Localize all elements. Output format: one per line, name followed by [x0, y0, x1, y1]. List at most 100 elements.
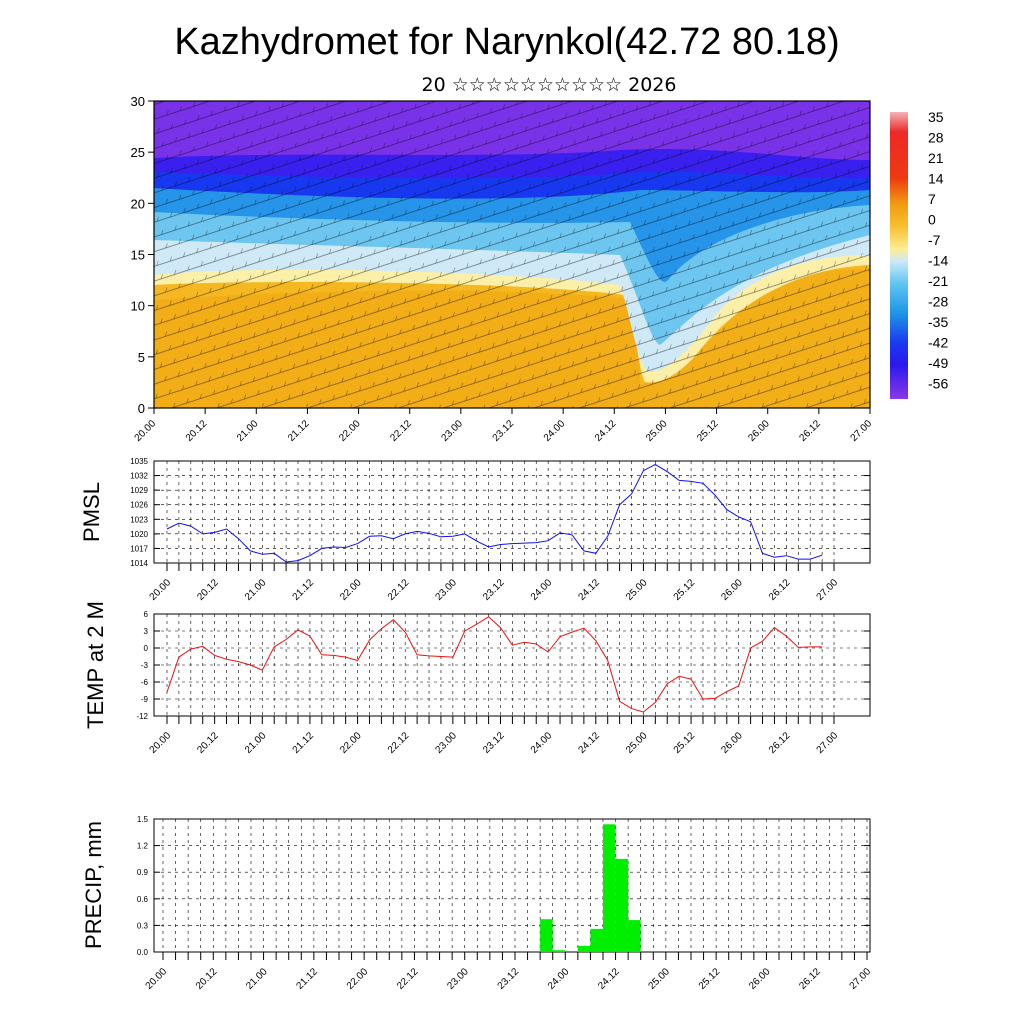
precip-axes: 0.0 0.3 0.6 0.9 1.2 1.5 20.00 20.12 21.00 21.12 22…	[137, 815, 874, 992]
y-tick-label: 3	[144, 627, 149, 636]
x-tick-label: 22.12	[386, 730, 412, 756]
temp-panel: -12 -9 -6 -3 0 3 6 20.00 20.12 21.00 21.12 22.00 22.…	[83, 601, 871, 756]
colorbar: 35 28 21 14 7 0 -7 -14 -21 -28 -35 -42 -49 -56	[890, 109, 948, 399]
colorbar-label: -56	[928, 376, 948, 392]
precip-frame	[153, 818, 871, 953]
y-tick-label: 0	[138, 401, 145, 416]
x-tick-label: 24.12	[596, 966, 622, 992]
y-tick-label: 1032	[130, 472, 148, 481]
colorbar-label: 7	[928, 191, 936, 207]
x-tick-label: 20.12	[184, 418, 210, 444]
y-tick-label: 1023	[130, 515, 148, 524]
x-tick-label: 24.00	[542, 418, 568, 444]
precip-bar	[603, 824, 616, 952]
chart-title: Kazhydromet for Narynkol(42.72 80.18)	[174, 21, 839, 63]
x-tick-label: 23.00	[445, 966, 471, 992]
x-tick-label: 25.00	[647, 966, 673, 992]
x-tick-label: 22.00	[338, 730, 364, 756]
colorbar-labels: 35 28 21 14 7 0 -7 -14 -21 -28 -35 -42 -49 -56	[928, 109, 948, 392]
colorbar-label: -14	[928, 253, 948, 269]
x-tick-label: 20.12	[195, 730, 221, 756]
precip-bar	[577, 945, 591, 952]
x-tick-label: 22.00	[337, 418, 363, 444]
cross-section-field	[154, 101, 870, 408]
x-tick-label: 22.00	[345, 966, 371, 992]
x-tick-label: 21.12	[286, 418, 312, 444]
pmsl-panel: 1014 1017 1020 1023 1026 1029 1032 1035 20.00 20.…	[79, 457, 871, 603]
precip-bar	[615, 858, 629, 952]
x-tick-label: 25.12	[695, 418, 721, 444]
x-tick-label: 21.00	[244, 966, 270, 992]
pmsl-ylabel: PMSL	[79, 482, 104, 542]
x-tick-label: 22.12	[386, 577, 412, 603]
x-tick-label: 21.00	[235, 418, 261, 444]
colorbar-label: 21	[928, 150, 944, 166]
precip-ylabel: PRECIP, mm	[81, 821, 106, 949]
colorbar-label: -28	[928, 294, 948, 310]
x-tick-label: 22.12	[395, 966, 421, 992]
y-tick-label: 1026	[130, 501, 148, 510]
y-tick-label: -6	[141, 678, 149, 687]
x-tick-label: 23.12	[491, 418, 517, 444]
y-tick-label: 1035	[130, 457, 148, 466]
precip-bars	[540, 824, 641, 952]
x-tick-label: 21.12	[291, 577, 317, 603]
precip-grid	[154, 819, 870, 952]
precip-panel: 0.0 0.3 0.6 0.9 1.2 1.5 20.00 20.12 21.00 21.12 22…	[81, 815, 873, 992]
x-tick-label: 21.12	[291, 730, 317, 756]
temp-series-line	[166, 616, 823, 713]
y-tick-label: 5	[138, 350, 145, 365]
x-tick-label: 21.12	[295, 966, 321, 992]
y-tick-label: 1017	[130, 544, 148, 553]
colorbar-label: -35	[928, 314, 948, 330]
x-tick-label: 22.12	[388, 418, 414, 444]
y-tick-label: 10	[131, 299, 145, 314]
x-tick-label: 21.00	[243, 730, 269, 756]
x-tick-label: 27.00	[815, 730, 841, 756]
x-tick-label: 27.00	[849, 418, 875, 444]
colorbar-label: 28	[928, 130, 944, 146]
x-tick-label: 20.00	[148, 577, 174, 603]
y-tick-label: 1020	[130, 530, 148, 539]
x-tick-label: 23.00	[434, 730, 460, 756]
x-tick-label: 20.00	[144, 966, 170, 992]
y-tick-label: 25	[131, 145, 145, 160]
precip-bar	[540, 919, 553, 952]
y-tick-label: -3	[141, 661, 149, 670]
x-tick-label: 25.00	[644, 418, 670, 444]
cross-section-panel: 0 5 10 15 20 25 30 20.00 20.12 21.00 21.12 22.00 22.…	[131, 94, 875, 444]
x-tick-label: 24.12	[593, 418, 619, 444]
x-tick-label: 23.12	[481, 577, 507, 603]
x-tick-label: 26.12	[767, 577, 793, 603]
x-tick-label: 26.00	[746, 418, 772, 444]
colorbar-label: 0	[928, 212, 936, 228]
colorbar-label: 35	[928, 109, 944, 125]
y-tick-label: 6	[144, 610, 149, 619]
precip-bar	[552, 950, 566, 952]
y-tick-label: 0.0	[137, 948, 149, 957]
y-tick-label: 1.5	[137, 815, 149, 824]
x-tick-label: 24.00	[546, 966, 572, 992]
colorbar-label: -42	[928, 335, 948, 351]
x-tick-label: 24.12	[576, 730, 602, 756]
temp-ylabel: TEMP at 2 M	[83, 601, 108, 729]
x-tick-label: 20.00	[133, 418, 159, 444]
x-tick-label: 20.12	[195, 577, 221, 603]
x-tick-label: 20.12	[194, 966, 220, 992]
y-tick-label: 1.2	[137, 842, 149, 851]
x-tick-label: 23.00	[434, 577, 460, 603]
colorbar-label: -49	[928, 355, 948, 371]
x-tick-label: 22.00	[338, 577, 364, 603]
x-tick-label: 24.00	[529, 577, 555, 603]
colorbar-label: -21	[928, 273, 948, 289]
x-tick-label: 23.12	[496, 966, 522, 992]
x-tick-label: 27.00	[815, 577, 841, 603]
x-tick-label: 25.12	[672, 730, 698, 756]
precip-bar	[628, 920, 641, 952]
x-tick-label: 25.12	[697, 966, 723, 992]
x-tick-label: 27.00	[848, 966, 874, 992]
x-tick-label: 25.00	[624, 577, 650, 603]
x-tick-label: 26.12	[798, 418, 824, 444]
y-tick-label: 1014	[130, 559, 148, 568]
